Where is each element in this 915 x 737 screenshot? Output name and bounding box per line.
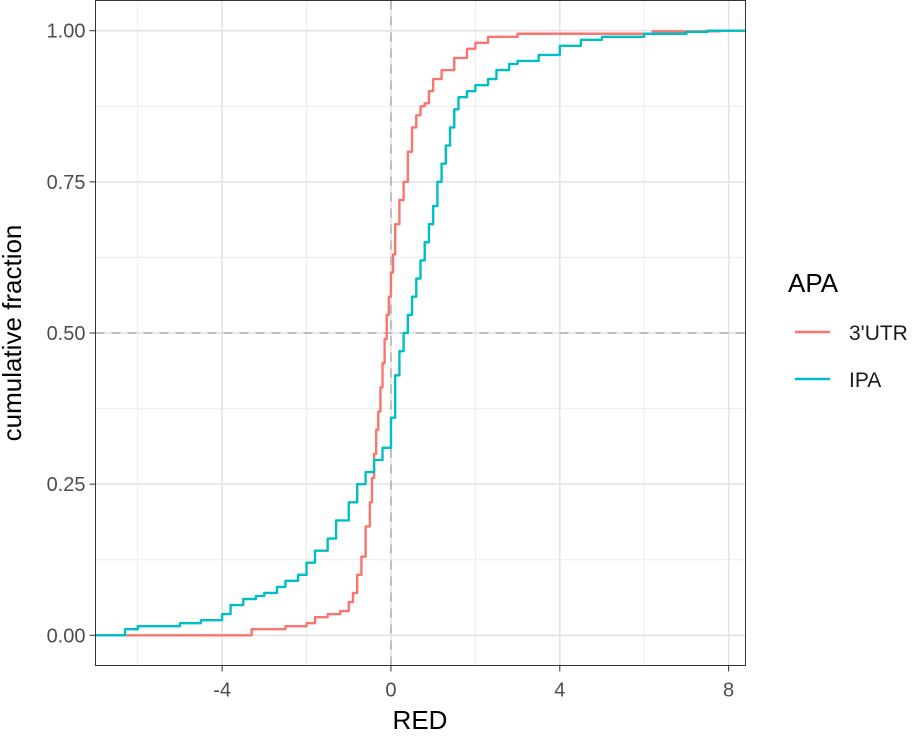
reference-lines — [95, 0, 746, 666]
y-axis-title: cumulative fraction — [0, 225, 27, 442]
y-tick-label: 1.00 — [47, 21, 86, 43]
y-tick-label: 0.50 — [47, 323, 86, 345]
x-axis-title: RED — [393, 705, 448, 732]
x-axis: -4 0 4 8 — [213, 665, 734, 702]
legend-label-3utr: 3'UTR — [849, 322, 908, 345]
legend: APA 3'UTR IPA — [788, 268, 908, 392]
y-tick-label: 0.25 — [47, 474, 86, 496]
series-line-3utr — [95, 29, 746, 637]
x-tick-label: 4 — [554, 680, 565, 702]
x-tick-label: -4 — [213, 680, 231, 702]
legend-title: APA — [788, 268, 839, 298]
series-layer — [95, 29, 746, 637]
y-axis: 0.00 0.25 0.50 0.75 1.00 — [47, 21, 96, 647]
y-tick-label: 0.75 — [47, 172, 86, 194]
x-tick-label: 8 — [723, 680, 734, 702]
series-line-ipa — [95, 29, 746, 637]
x-tick-label: 0 — [385, 680, 396, 702]
legend-label-ipa: IPA — [849, 369, 881, 392]
y-tick-label: 0.00 — [47, 625, 86, 647]
